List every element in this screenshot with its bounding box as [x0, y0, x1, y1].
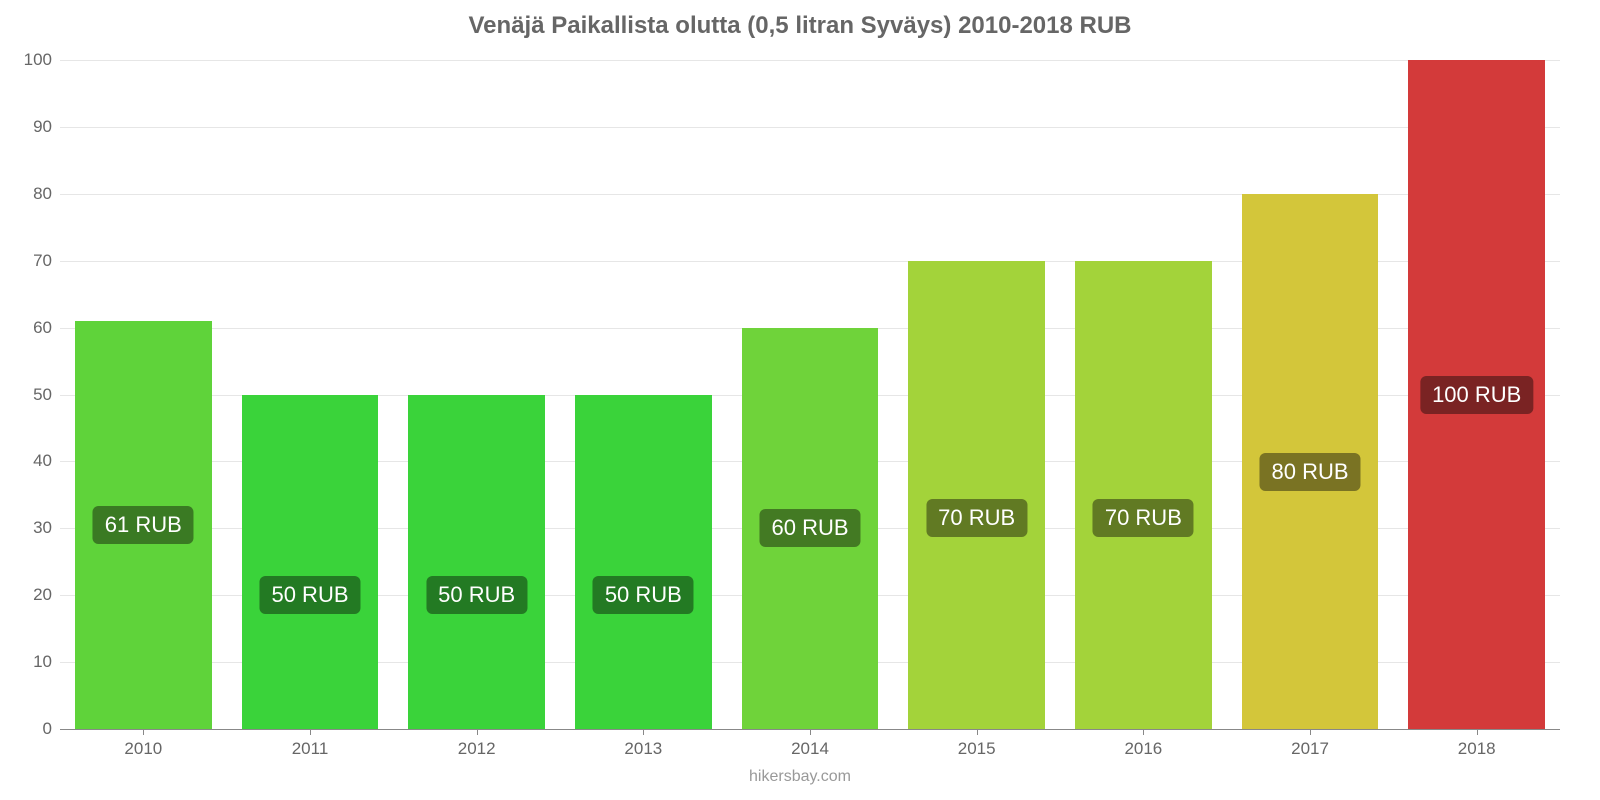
bar-slot: 70 RUB2015: [893, 60, 1060, 729]
bar-slot: 61 RUB2010: [60, 60, 227, 729]
bar-value-label: 50 RUB: [259, 576, 360, 614]
x-tick-label: 2012: [458, 729, 496, 759]
x-tick-label: 2014: [791, 729, 829, 759]
bar-value-label: 80 RUB: [1260, 453, 1361, 491]
bar: 80 RUB: [1242, 194, 1379, 729]
bar-slot: 100 RUB2018: [1393, 60, 1560, 729]
y-tick-label: 70: [33, 251, 60, 271]
bar: 100 RUB: [1408, 60, 1545, 729]
bar-slot: 70 RUB2016: [1060, 60, 1227, 729]
bars-row: 61 RUB201050 RUB201150 RUB201250 RUB2013…: [60, 60, 1560, 729]
bar: 60 RUB: [742, 328, 879, 729]
bar-slot: 60 RUB2014: [727, 60, 894, 729]
y-tick-label: 80: [33, 184, 60, 204]
y-tick-label: 10: [33, 652, 60, 672]
chart-title: Venäjä Paikallista olutta (0,5 litran Sy…: [0, 12, 1600, 40]
y-tick-label: 60: [33, 318, 60, 338]
x-tick-label: 2017: [1291, 729, 1329, 759]
x-tick-label: 2010: [124, 729, 162, 759]
bar: 70 RUB: [908, 261, 1045, 729]
x-tick-label: 2018: [1458, 729, 1496, 759]
bar-slot: 50 RUB2011: [227, 60, 394, 729]
y-tick-label: 100: [24, 50, 60, 70]
y-tick-label: 90: [33, 117, 60, 137]
chart-credit: hikersbay.com: [0, 768, 1600, 786]
bar: 70 RUB: [1075, 261, 1212, 729]
bar: 61 RUB: [75, 321, 212, 729]
x-tick-label: 2013: [624, 729, 662, 759]
y-tick-label: 20: [33, 585, 60, 605]
bar-value-label: 70 RUB: [926, 499, 1027, 537]
y-tick-label: 40: [33, 451, 60, 471]
x-tick-label: 2011: [292, 729, 329, 759]
bar-chart: Venäjä Paikallista olutta (0,5 litran Sy…: [0, 0, 1600, 800]
y-tick-label: 50: [33, 385, 60, 405]
bar-slot: 80 RUB2017: [1227, 60, 1394, 729]
x-tick-label: 2016: [1124, 729, 1162, 759]
bar-value-label: 70 RUB: [1093, 499, 1194, 537]
y-tick-label: 0: [43, 719, 60, 739]
bar: 50 RUB: [408, 395, 545, 730]
y-tick-label: 30: [33, 518, 60, 538]
bar-slot: 50 RUB2012: [393, 60, 560, 729]
bar-value-label: 61 RUB: [93, 506, 194, 544]
bar: 50 RUB: [575, 395, 712, 730]
plot-area: 0102030405060708090100 61 RUB201050 RUB2…: [60, 60, 1560, 730]
x-tick-label: 2015: [958, 729, 996, 759]
bar-value-label: 50 RUB: [593, 576, 694, 614]
bar-slot: 50 RUB2013: [560, 60, 727, 729]
bar-value-label: 60 RUB: [759, 509, 860, 547]
bar: 50 RUB: [242, 395, 379, 730]
bar-value-label: 50 RUB: [426, 576, 527, 614]
bar-value-label: 100 RUB: [1420, 376, 1533, 414]
